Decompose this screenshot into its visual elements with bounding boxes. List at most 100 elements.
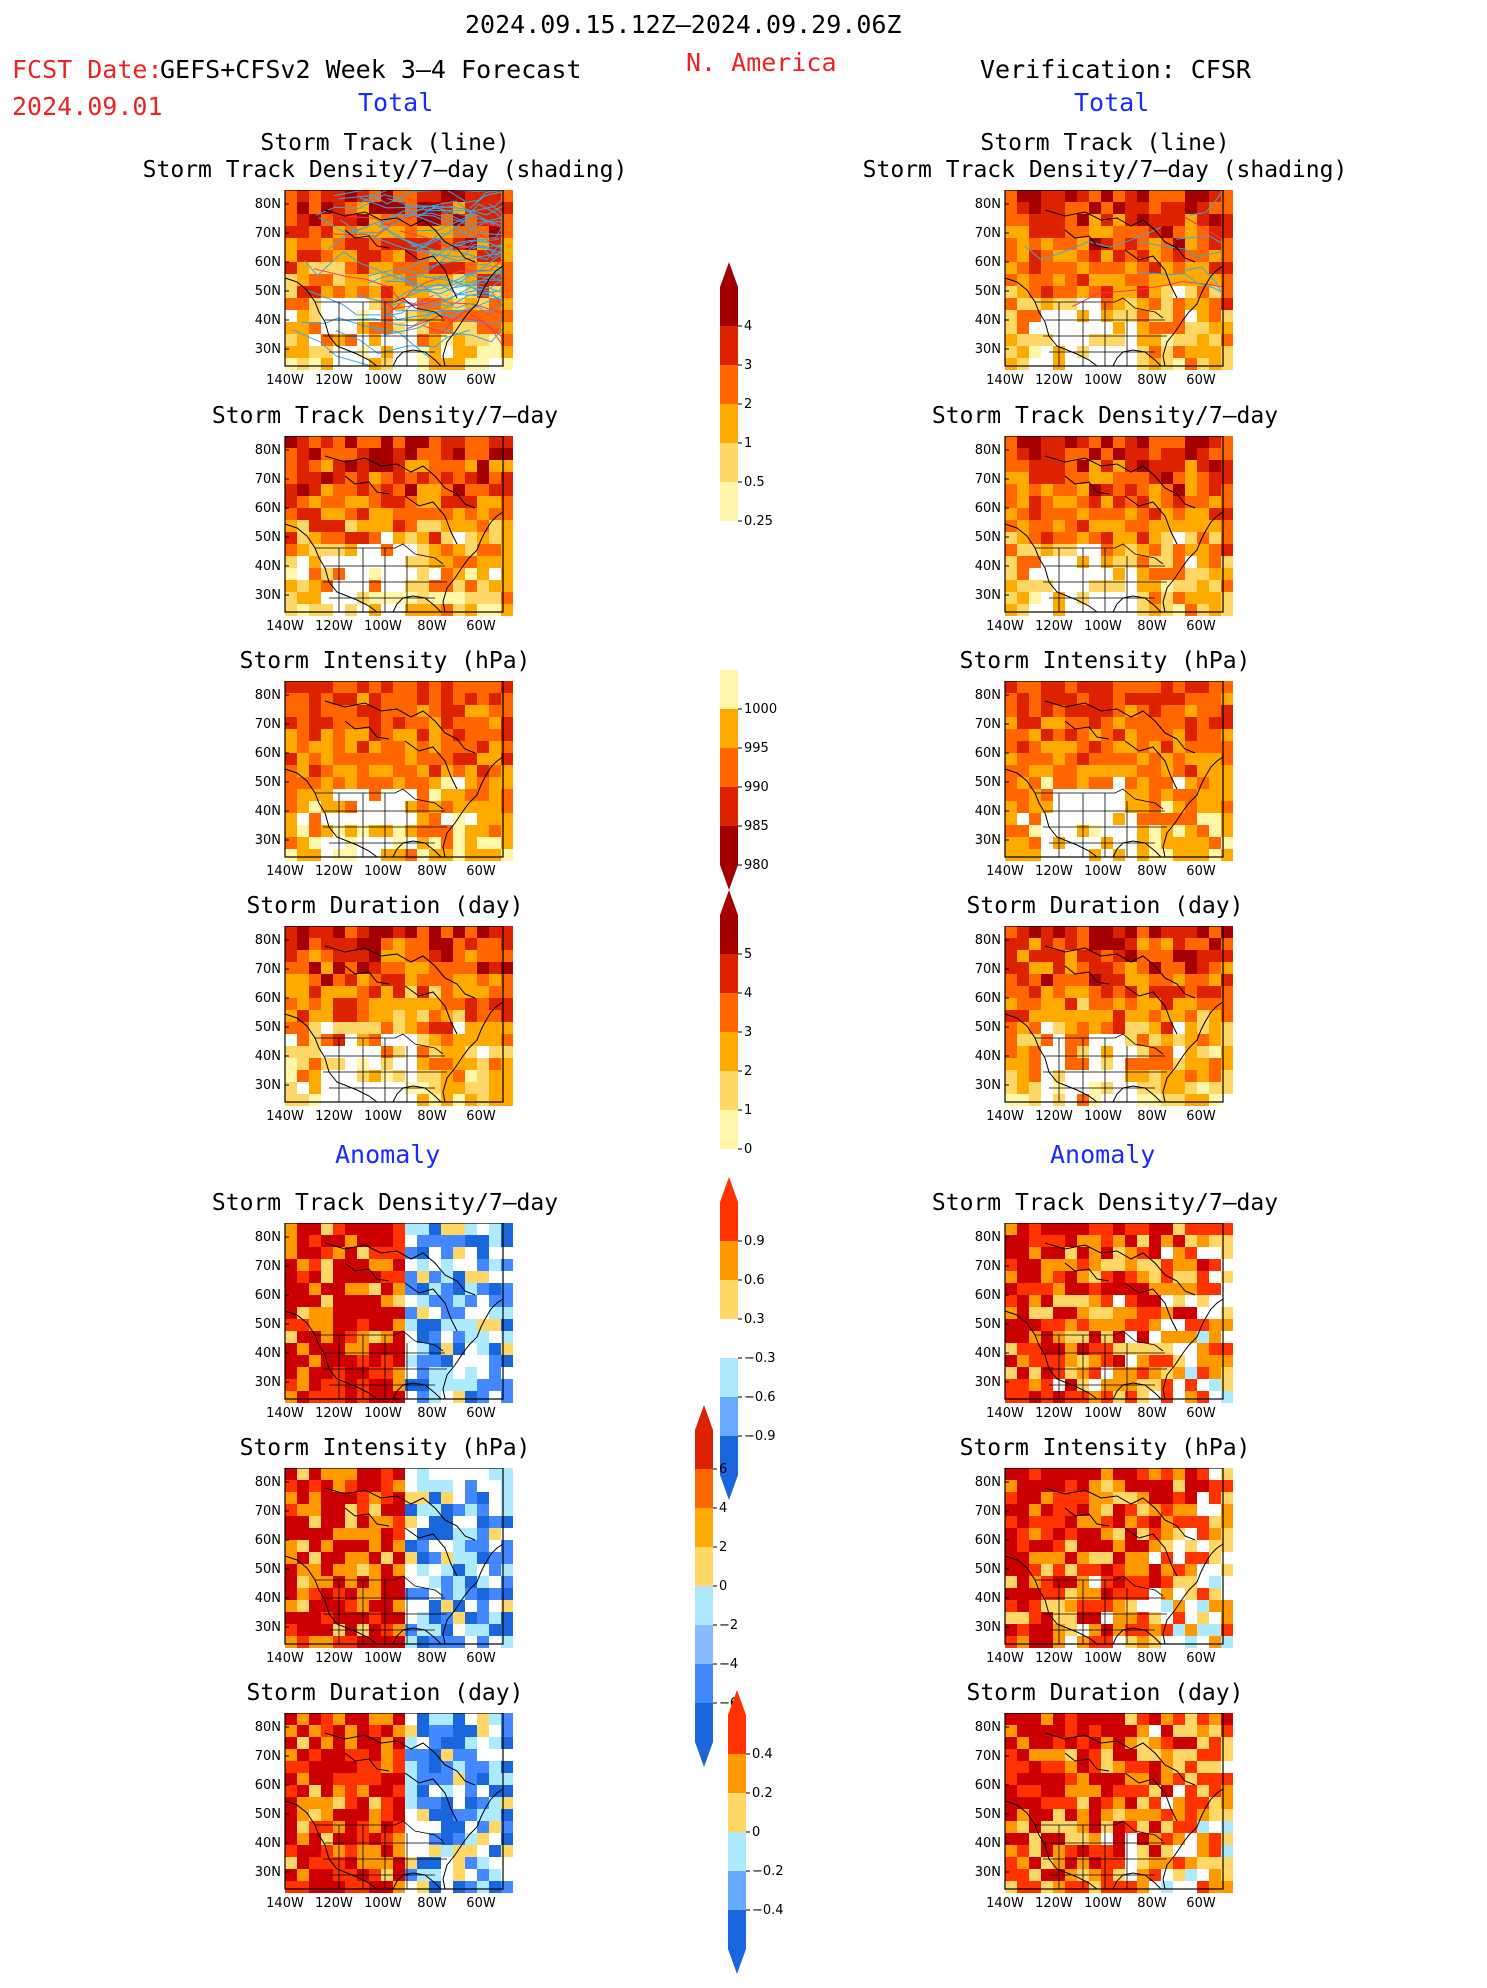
grid-cell: [429, 705, 441, 717]
grid-cell: [1221, 1624, 1233, 1636]
grid-cell: [1029, 1624, 1041, 1636]
grid-cell: [489, 1355, 501, 1367]
grid-cell: [1029, 544, 1041, 556]
colorbar-label: −0.3: [744, 1351, 776, 1366]
grid-cell: [333, 1516, 345, 1528]
grid-cell: [1173, 1331, 1185, 1343]
grid-cell: [453, 765, 465, 777]
grid-cell: [441, 1833, 453, 1845]
grid-cell: [297, 1588, 309, 1600]
grid-cell: [1017, 1480, 1029, 1492]
grid-cell: [1077, 508, 1089, 520]
grid-cell: [1173, 1010, 1185, 1022]
grid-cell: [1053, 448, 1065, 460]
grid-cell: [417, 998, 429, 1010]
grid-cell: [1185, 472, 1197, 484]
map-panel-fcst-track: 80N 70N 60N 50N 40N 30N 140W 120W 100W 80W 60W: [235, 189, 513, 398]
grid-cell: [1029, 1331, 1041, 1343]
grid-cell: [1149, 1797, 1161, 1809]
grid-cell: [345, 1833, 357, 1845]
grid-cell: [369, 1552, 381, 1564]
grid-cell: [1041, 532, 1053, 544]
grid-cell: [1161, 322, 1173, 334]
grid-cell: [489, 777, 501, 789]
grid-cell: [1149, 310, 1161, 322]
grid-cell: [1221, 1564, 1233, 1576]
grid-cell: [1197, 1480, 1209, 1492]
grid-cell: [441, 556, 453, 568]
grid-cell: [1005, 1379, 1017, 1391]
colorbar-segment: [720, 1110, 738, 1149]
grid-cell: [489, 1492, 501, 1504]
grid-cell: [1077, 274, 1089, 286]
grid-cell: [1221, 1070, 1233, 1082]
grid-cell: [393, 1540, 405, 1552]
map-panel-fcst-duration: 80N 70N 60N 50N 40N 30N 140W 120W 100W 80W 60W: [235, 925, 513, 1134]
grid-cell: [309, 1624, 321, 1636]
grid-cell: [1161, 604, 1173, 616]
lat-label: 80N: [255, 443, 281, 458]
grid-cell: [393, 729, 405, 741]
grid-cell: [1137, 926, 1149, 938]
grid-cell: [1185, 717, 1197, 729]
grid-cell: [1137, 717, 1149, 729]
grid-cell: [309, 190, 321, 202]
grid-cell: [1137, 322, 1149, 334]
grid-cell: [1101, 998, 1113, 1010]
grid-cell: [321, 1749, 333, 1761]
grid-cell: [1065, 484, 1077, 496]
grid-cell: [333, 286, 345, 298]
grid-cell: [369, 1576, 381, 1588]
grid-cell: [345, 1355, 357, 1367]
grid-cell: [1197, 1821, 1209, 1833]
grid-cell: [321, 705, 333, 717]
grid-cell: [501, 568, 513, 580]
grid-cell: [381, 1797, 393, 1809]
grid-cell: [1101, 938, 1113, 950]
grid-cell: [309, 202, 321, 214]
grid-cell: [1137, 1821, 1149, 1833]
grid-cell: [369, 250, 381, 262]
grid-cell: [309, 1857, 321, 1869]
grid-cell: [1017, 358, 1029, 370]
grid-cell: [1065, 214, 1077, 226]
grid-cell: [465, 837, 477, 849]
grid-cell: [1161, 214, 1173, 226]
grid-cell: [1113, 1516, 1125, 1528]
grid-cell: [1221, 1833, 1233, 1845]
grid-cell: [441, 1259, 453, 1271]
map-frame: [1004, 189, 1224, 367]
grid-cell: [1185, 789, 1197, 801]
grid-cell: [1053, 532, 1065, 544]
grid-cell: [1209, 1749, 1221, 1761]
grid-cell: [1041, 1749, 1053, 1761]
grid-cell: [417, 310, 429, 322]
grid-cell: [393, 1809, 405, 1821]
grid-cell: [405, 926, 417, 938]
grid-cell: [1149, 1588, 1161, 1600]
grid-cell: [1161, 1725, 1173, 1737]
grid-cell: [285, 448, 297, 460]
grid-cell: [429, 962, 441, 974]
panel-title: Storm Intensity (hPa): [239, 1435, 531, 1461]
grid-cell: [453, 1576, 465, 1588]
grid-cell: [501, 950, 513, 962]
grid-cell: [1053, 1809, 1065, 1821]
lat-label: 60N: [255, 1778, 281, 1793]
grid-cell: [477, 998, 489, 1010]
grid-cell: [393, 1552, 405, 1564]
grid-cell: [1089, 1612, 1101, 1624]
grid-cell: [1161, 717, 1173, 729]
grid-cell: [1017, 705, 1029, 717]
grid-cell: [1005, 1600, 1017, 1612]
grid-cell: [1089, 286, 1101, 298]
grid-cell: [1137, 1713, 1149, 1725]
grid-cell: [1185, 484, 1197, 496]
colorbar-label: −0.9: [744, 1429, 776, 1444]
grid-cell: [453, 1010, 465, 1022]
grid-cell: [357, 693, 369, 705]
grid-cell: [285, 472, 297, 484]
grid-cell: [1089, 950, 1101, 962]
grid-cell: [1077, 1749, 1089, 1761]
coastline: [284, 1487, 504, 1645]
